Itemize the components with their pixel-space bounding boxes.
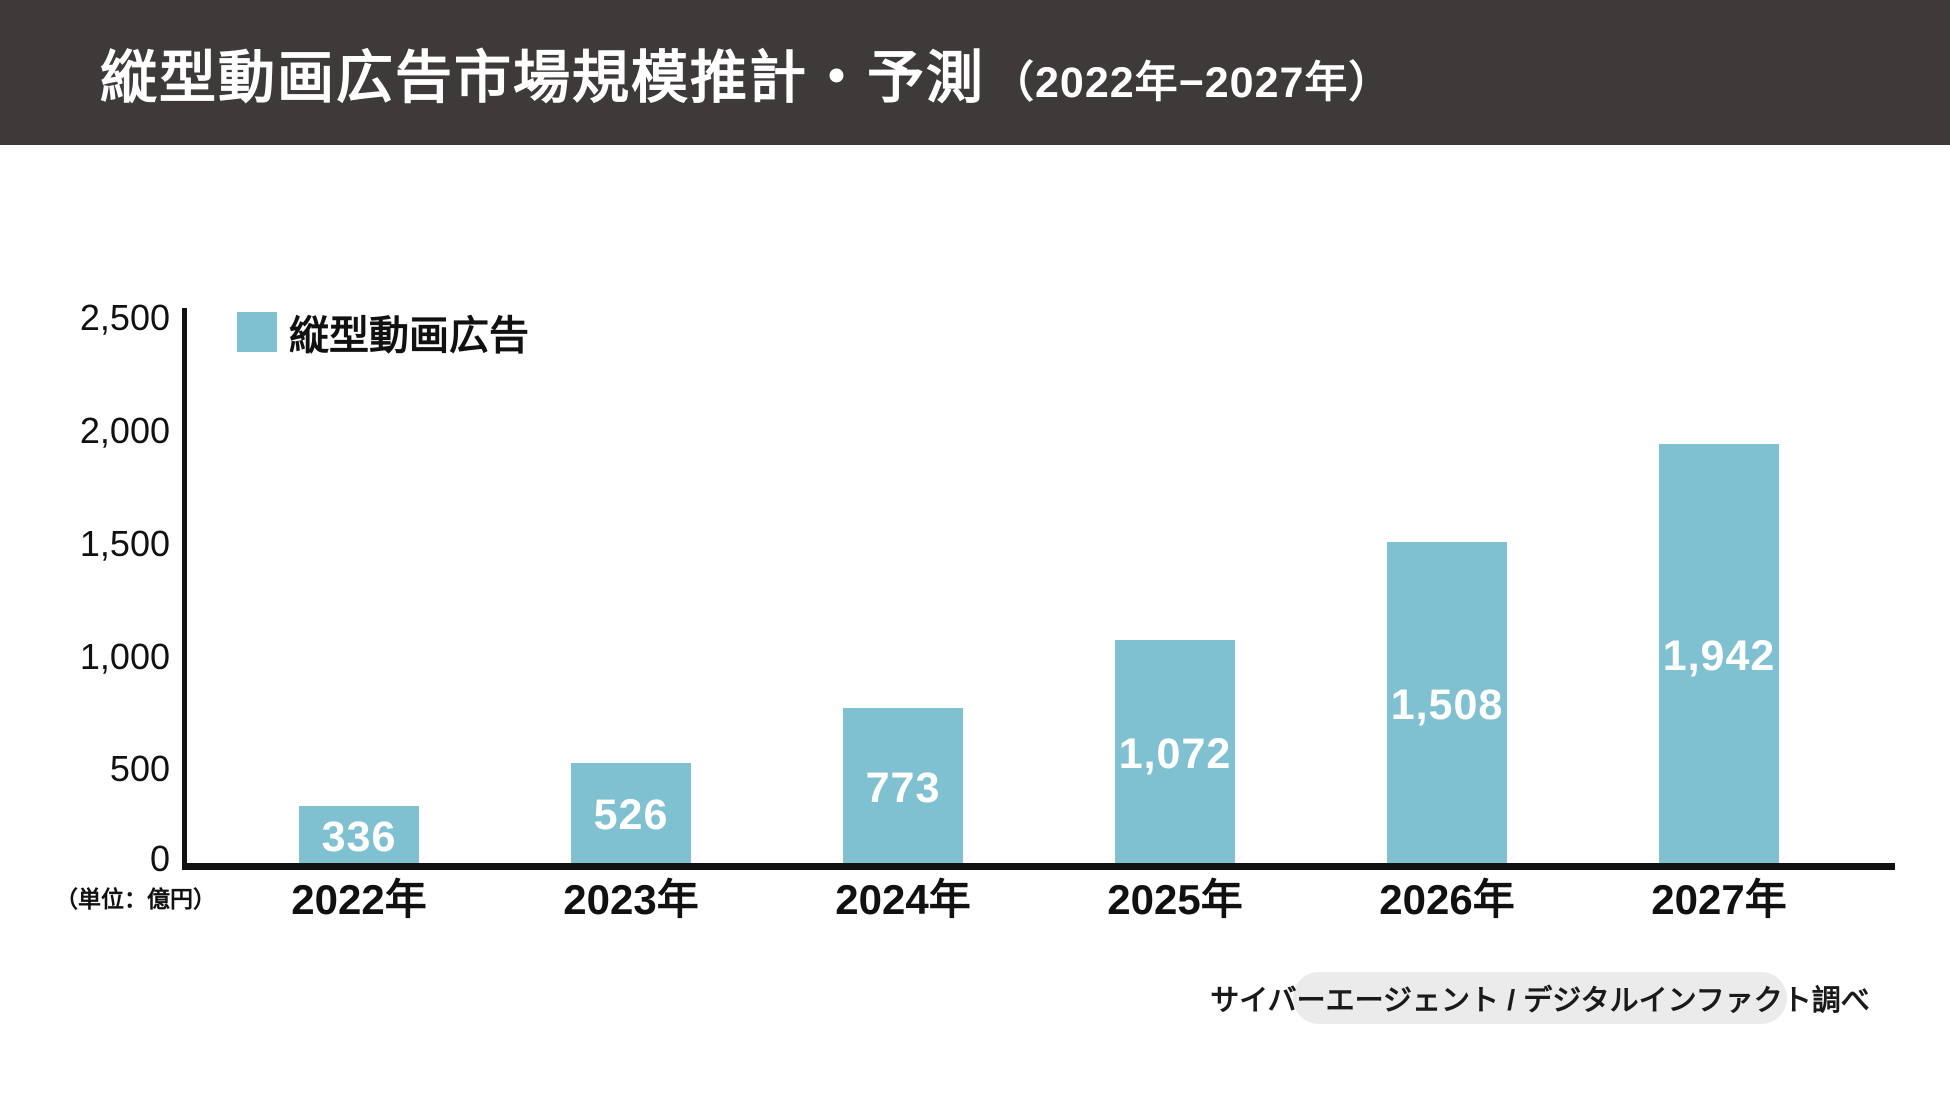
y-tick-label: 2,000 xyxy=(79,410,170,451)
x-axis-category-label: 2026年 xyxy=(1379,876,1515,923)
bar-value-label: 1,942 xyxy=(1662,631,1776,680)
x-axis-category-label: 2022年 xyxy=(291,876,427,923)
y-tick-label: 0 xyxy=(149,838,170,879)
bar-value-label: 773 xyxy=(865,763,941,812)
y-axis-line xyxy=(182,308,187,870)
x-axis-category-label: 2024年 xyxy=(835,876,971,923)
bar-value-label: 1,508 xyxy=(1390,680,1504,729)
source-label: サイバーエージェント / デジタルインファクト調べ xyxy=(1210,985,1870,1017)
legend-swatch-icon xyxy=(237,312,277,352)
bar: 1,942 xyxy=(1659,444,1779,868)
source-attribution: サイバーエージェント / デジタルインファクト調べ xyxy=(1210,972,1870,1024)
bar-value-label: 336 xyxy=(321,812,397,861)
title-main: 縦型動画広告市場規模推計・予測 xyxy=(100,45,985,110)
x-axis-category-label: 2027年 xyxy=(1651,876,1787,923)
x-axis-line xyxy=(182,863,1895,870)
legend-label: 縦型動画広告 xyxy=(289,314,529,358)
chart-legend: 縦型動画広告 xyxy=(237,303,529,361)
y-tick-label: 1,500 xyxy=(79,523,170,564)
x-axis-category-label: 2023年 xyxy=(563,876,699,923)
y-tick-label: 1,000 xyxy=(79,636,170,677)
page-title: 縦型動画広告市場規模推計・予測 （2022年−2027年） xyxy=(100,32,1392,114)
bar: 336 xyxy=(299,806,419,868)
y-tick-label: 2,500 xyxy=(79,297,170,338)
y-axis-unit-label: （単位：億円） xyxy=(55,886,216,912)
bar: 773 xyxy=(843,708,963,868)
bar: 1,508 xyxy=(1387,542,1507,868)
bar-value-label: 526 xyxy=(593,791,669,839)
header-bar: 縦型動画広告市場規模推計・予測 （2022年−2027年） xyxy=(0,0,1950,145)
bar-value-label: 1,072 xyxy=(1118,729,1232,778)
title-year-range: （2022年−2027年） xyxy=(991,58,1393,107)
bar: 1,072 xyxy=(1115,640,1235,868)
bar: 526 xyxy=(571,763,691,868)
y-tick-label: 500 xyxy=(109,748,170,789)
x-axis-category-label: 2025年 xyxy=(1107,876,1243,923)
